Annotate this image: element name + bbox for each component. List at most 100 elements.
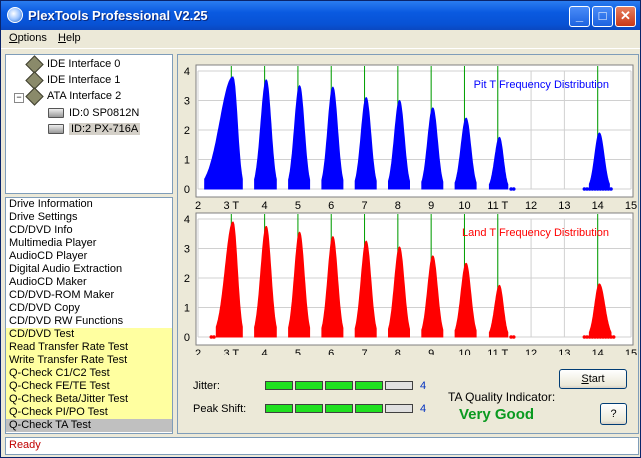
function-item[interactable]: Q-Check TA Test [6,419,172,432]
function-item[interactable]: CD/DVD Info [9,224,73,236]
function-item[interactable]: Q-Check Beta/Jitter Test [6,393,172,406]
jitter-meter-segment [265,381,293,390]
help-button[interactable]: ? [600,403,627,425]
function-item[interactable]: CD/DVD Copy [9,302,80,314]
baseline-dot [509,335,513,339]
optical-drive-icon [48,124,64,135]
baseline-dot [587,187,592,191]
distribution-peak [588,283,612,338]
baseline-dot [212,335,216,339]
y-tick-label: 2 [184,273,190,285]
tree-node-ata2[interactable]: ATA Interface 2 [25,86,121,106]
function-item[interactable]: Drive Settings [9,211,78,223]
function-item[interactable]: Q-Check C1/C2 Test [6,367,172,380]
x-tick-label: 9 [428,348,434,355]
jitter-meter-segment [385,381,413,390]
distribution-peak [254,79,277,190]
baseline-dot [595,187,600,191]
window-title: PlexTools Professional V2.25 [28,8,208,23]
function-item[interactable]: Digital Audio Extraction [9,263,123,275]
tree-node-ide1[interactable]: IDE Interface 1 [25,70,120,90]
x-tick-label: 13 [558,200,570,212]
x-tick-label: 6 [328,348,334,355]
distribution-peak [454,262,477,338]
function-item[interactable]: Drive Information [9,198,93,210]
peak-shift-meter-segment [325,404,353,413]
x-tick-label: 2 [195,200,201,212]
x-tick-label: 2 [195,348,201,355]
x-tick-label: 3 T [223,348,239,355]
x-tick-label: 4 [262,348,268,355]
device-tree[interactable]: IDE Interface 0 IDE Interface 1 − ATA In… [5,54,173,194]
function-item[interactable]: Q-Check PI/PO Test [6,406,172,419]
minimize-button[interactable]: _ [569,6,590,27]
peak-shift-meter [265,404,413,413]
function-item[interactable]: AudioCD Maker [9,276,87,288]
x-tick-label: 10 [458,200,470,212]
y-tick-label: 1 [184,303,190,315]
function-item[interactable]: Write Transfer Rate Test [6,354,172,367]
y-tick-label: 0 [184,332,190,344]
baseline-dot [209,335,214,339]
y-tick-label: 1 [184,155,190,167]
distribution-peak [387,99,411,190]
function-item[interactable]: Multimedia Player [9,237,97,249]
chart-title: Pit T Frequency Distribution [474,79,609,91]
peak-shift-meter-segment [385,404,413,413]
y-tick-label: 4 [184,66,190,78]
jitter-meter [265,381,413,390]
function-item[interactable]: AudioCD Player [9,250,88,262]
function-item[interactable]: CD/DVD RW Functions [9,315,124,327]
function-list[interactable]: Drive Information Drive Settings CD/DVD In… [5,197,173,434]
status-bar: Ready [5,437,639,455]
menu-bar: Options Help [1,30,640,49]
baseline-dot [590,187,595,191]
peak-shift-value: 4 [420,403,427,415]
baseline-dot [601,335,605,339]
jitter-value: 4 [420,380,427,392]
x-tick-label: 5 [295,200,301,212]
baseline-dot [601,187,605,191]
maximize-button[interactable]: □ [592,6,613,27]
function-item[interactable]: Read Transfer Rate Test [6,341,172,354]
x-tick-label: 10 [458,348,470,355]
x-tick-label: 8 [395,200,401,212]
function-item[interactable]: CD/DVD Test [6,328,172,341]
x-tick-label: 14 [592,200,604,212]
distribution-peak [215,221,243,338]
x-tick-label: 11 T [487,348,508,355]
menu-help[interactable]: Help [58,32,81,44]
distribution-peak [354,96,377,190]
tree-node-ide0[interactable]: IDE Interface 0 [25,54,120,74]
menu-options[interactable]: Options [9,32,47,44]
x-tick-label: 7 [361,200,367,212]
function-item[interactable]: Q-Check FE/TE Test [6,380,172,393]
x-tick-label: 15 [625,200,637,212]
hard-drive-icon [48,108,64,119]
jitter-meter-segment [325,381,353,390]
x-tick-label: 12 [525,348,537,355]
jitter-meter-segment [355,381,383,390]
jitter-label: Jitter: [193,380,220,392]
distribution-peak [288,85,311,190]
y-tick-label: 0 [184,184,190,196]
y-tick-label: 3 [184,244,190,256]
baseline-dot [609,187,613,191]
start-button[interactable]: Start [559,369,627,389]
title-bar[interactable]: PlexTools Professional V2.25 _ □ ✕ [1,1,640,30]
tree-node-sp0812n[interactable]: ID:0 SP0812N [48,106,139,121]
baseline-dot [609,335,613,339]
chart-title: Land T Frequency Distribution [462,227,609,239]
close-button[interactable]: ✕ [615,6,636,27]
x-tick-label: 5 [295,348,301,355]
distribution-peak [288,231,311,338]
tree-node-px716a[interactable]: ID:2 PX-716A [48,122,141,137]
distribution-peak [387,246,411,338]
baseline-dot [587,335,592,339]
collapse-toggle-icon[interactable]: − [14,93,24,103]
function-item[interactable]: CD/DVD-ROM Maker [9,289,115,301]
